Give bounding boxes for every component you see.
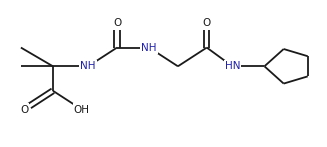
Text: O: O xyxy=(20,105,28,115)
Text: O: O xyxy=(203,18,211,28)
Text: NH: NH xyxy=(141,43,157,53)
Text: HN: HN xyxy=(225,61,240,71)
Text: NH: NH xyxy=(80,61,96,71)
Text: O: O xyxy=(113,18,121,28)
Text: OH: OH xyxy=(74,105,90,115)
